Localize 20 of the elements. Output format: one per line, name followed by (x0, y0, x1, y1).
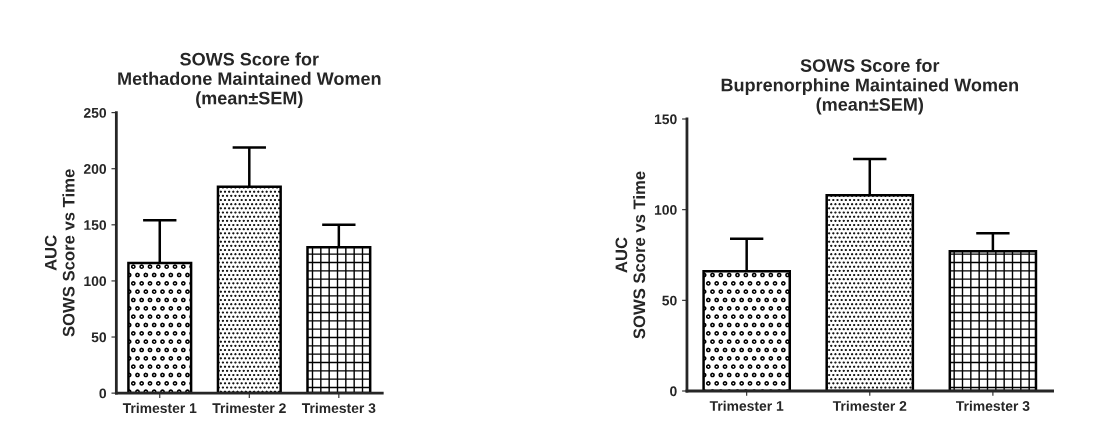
x-tick-label: Trimester 1 (122, 402, 197, 414)
chart-title: SOWS Score for Buprenorphine Maintained Women (mean±SEM) (721, 58, 1018, 115)
y-tick-label: 0 (670, 386, 677, 397)
y-axis-title: AUC SOWS Score vs Time (44, 169, 75, 337)
y-tick-label: 150 (654, 114, 677, 125)
y-tick-label: 100 (654, 205, 677, 215)
x-tick-label: Trimester 1 (709, 400, 784, 411)
y-tick-label: 100 (84, 276, 107, 287)
x-tick-label: Trimester 3 (301, 402, 376, 414)
chart-title: SOWS Score for Methadone Maintained Women (mean±SEM) (118, 52, 381, 109)
y-tick-label: 150 (84, 220, 107, 230)
x-tick-label: Trimester 3 (955, 400, 1030, 411)
y-tick-label: 200 (83, 164, 107, 174)
y-axis-title: AUC SOWS Score vs Time (615, 171, 646, 339)
y-tick-label: 250 (83, 107, 107, 118)
x-tick-label: Trimester 2 (212, 402, 286, 414)
y-tick-label: 50 (91, 332, 107, 343)
y-tick-label: 50 (662, 295, 677, 306)
x-tick-label: Trimester 2 (832, 400, 907, 411)
y-tick-label: 0 (99, 388, 107, 399)
